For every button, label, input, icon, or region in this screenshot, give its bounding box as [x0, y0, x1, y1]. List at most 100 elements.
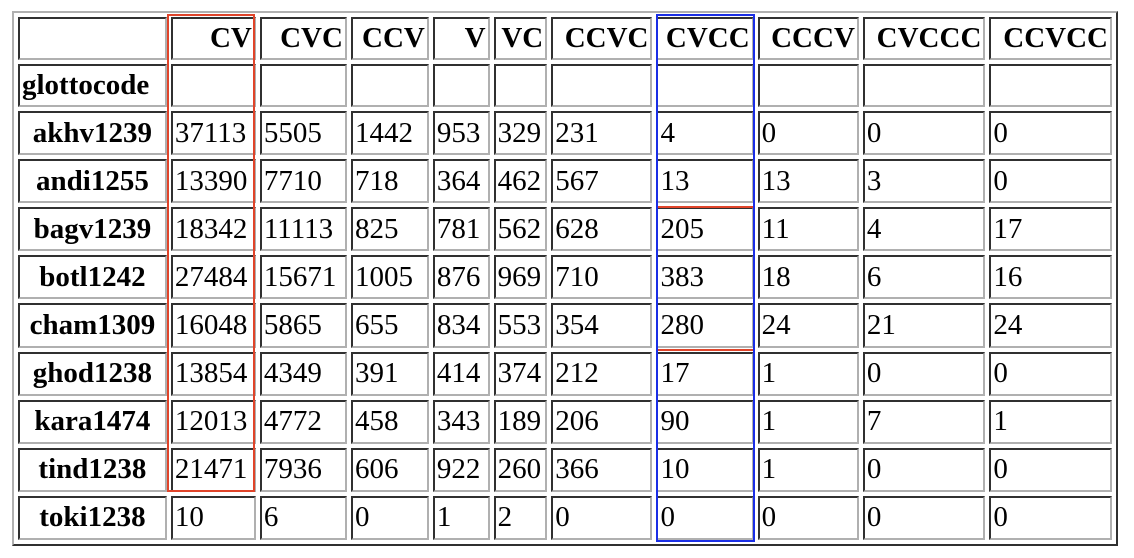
table-cell-cvcc: 205 — [656, 207, 754, 252]
empty-cell — [432, 64, 490, 107]
table-cell-ccvcc: 0 — [989, 159, 1112, 204]
table-cell-cvcc: 4 — [656, 111, 754, 156]
table-cell-vc: 374 — [493, 351, 548, 396]
row-label-glottocode: botl1242 — [18, 255, 167, 300]
table-cell-ccvc: 567 — [551, 159, 653, 204]
table-cell-cv: 12013 — [170, 399, 256, 444]
table-row: akhv1239 37113 5505 1442 953 329 231 4 0 0 0 — [18, 111, 1112, 156]
table-cell-vc: 462 — [493, 159, 548, 204]
table-cell-ccvcc: 0 — [989, 111, 1112, 156]
table-cell-cvcc: 17 — [656, 351, 754, 396]
index-label: glottocode — [18, 64, 167, 107]
empty-cell — [551, 64, 653, 107]
table-cell-vc: 969 — [493, 255, 548, 300]
table-cell-cv: 13390 — [170, 159, 256, 204]
table-cell-cvccc: 0 — [862, 447, 986, 492]
column-header-v: V — [432, 17, 490, 60]
table-cell-cvc: 4349 — [259, 351, 347, 396]
table-cell-cv: 27484 — [170, 255, 256, 300]
table-cell-ccvc: 206 — [551, 399, 653, 444]
empty-cell — [862, 64, 986, 107]
table-cell-cvc: 7936 — [259, 447, 347, 492]
table-cell-cccv: 1 — [757, 351, 859, 396]
syllable-count-table: CV CVC CCV V VC CCVC CVCC CCCV CVCCC CCV… — [12, 11, 1118, 546]
table-cell-cvccc: 0 — [862, 111, 986, 156]
empty-cell — [259, 64, 347, 107]
column-header-ccv: CCV — [350, 17, 429, 60]
table-cell-ccv: 1442 — [350, 111, 429, 156]
table-cell-cvccc: 0 — [862, 351, 986, 396]
table-cell-cvc: 4772 — [259, 399, 347, 444]
table-row: andi1255 13390 7710 718 364 462 567 13 13 3 0 — [18, 159, 1112, 204]
table-cell-cvccc: 4 — [862, 207, 986, 252]
table-cell-v: 876 — [432, 255, 490, 300]
table-cell-vc: 189 — [493, 399, 548, 444]
row-label-glottocode: kara1474 — [18, 399, 167, 444]
table-cell-cvccc: 6 — [862, 255, 986, 300]
table-cell-cvcc: 0 — [656, 495, 754, 540]
column-header-vc: VC — [493, 17, 548, 60]
table-cell-cvcc: 383 — [656, 255, 754, 300]
table-cell-v: 1 — [432, 495, 490, 540]
table-cell-v: 922 — [432, 447, 490, 492]
table-cell-ccv: 0 — [350, 495, 429, 540]
table-cell-cccv: 0 — [757, 495, 859, 540]
table-cell-vc: 2 — [493, 495, 548, 540]
table-cell-ccv: 391 — [350, 351, 429, 396]
table-cell-vc: 329 — [493, 111, 548, 156]
table-cell-v: 364 — [432, 159, 490, 204]
column-header-cccv: CCCV — [757, 17, 859, 60]
column-header-cvc: CVC — [259, 17, 347, 60]
column-header-cv: CV — [170, 17, 256, 60]
table-cell-v: 953 — [432, 111, 490, 156]
table-cell-ccvcc: 1 — [989, 399, 1112, 444]
table-cell-cv: 13854 — [170, 351, 256, 396]
table-cell-cvc: 7710 — [259, 159, 347, 204]
table-row: cham1309 16048 5865 655 834 553 354 280 24 21 24 — [18, 303, 1112, 348]
table-cell-vc: 553 — [493, 303, 548, 348]
table-cell-cv: 16048 — [170, 303, 256, 348]
table-row: bagv1239 18342 11113 825 781 562 628 205 11 4 17 — [18, 207, 1112, 252]
table-cell-cvc: 11113 — [259, 207, 347, 252]
table-cell-v: 414 — [432, 351, 490, 396]
empty-cell — [757, 64, 859, 107]
table-cell-ccvc: 0 — [551, 495, 653, 540]
table-cell-cvccc: 0 — [862, 495, 986, 540]
table-cell-cccv: 13 — [757, 159, 859, 204]
table-cell-cccv: 11 — [757, 207, 859, 252]
row-label-glottocode: akhv1239 — [18, 111, 167, 156]
table-cell-ccvcc: 0 — [989, 495, 1112, 540]
table-cell-ccv: 825 — [350, 207, 429, 252]
row-label-glottocode: andi1255 — [18, 159, 167, 204]
table-cell-ccvcc: 0 — [989, 447, 1112, 492]
header-row: CV CVC CCV V VC CCVC CVCC CCCV CVCCC CCV… — [18, 17, 1112, 60]
table-cell-v: 834 — [432, 303, 490, 348]
table-cell-cv: 21471 — [170, 447, 256, 492]
empty-cell — [656, 64, 754, 107]
table-cell-cvccc: 7 — [862, 399, 986, 444]
table-cell-cv: 10 — [170, 495, 256, 540]
table-cell-v: 781 — [432, 207, 490, 252]
corner-cell — [18, 17, 167, 60]
table-cell-ccvc: 710 — [551, 255, 653, 300]
table-cell-cccv: 18 — [757, 255, 859, 300]
table-cell-cccv: 24 — [757, 303, 859, 348]
table-cell-cvcc: 10 — [656, 447, 754, 492]
table-cell-cccv: 1 — [757, 447, 859, 492]
row-label-glottocode: tind1238 — [18, 447, 167, 492]
table-cell-ccvcc: 0 — [989, 351, 1112, 396]
table-cell-ccvc: 212 — [551, 351, 653, 396]
table-cell-cvccc: 3 — [862, 159, 986, 204]
table-cell-v: 343 — [432, 399, 490, 444]
table-cell-cvccc: 21 — [862, 303, 986, 348]
empty-cell — [989, 64, 1112, 107]
table-cell-cv: 37113 — [170, 111, 256, 156]
table-cell-ccv: 458 — [350, 399, 429, 444]
empty-cell — [170, 64, 256, 107]
index-name-row: glottocode — [18, 64, 1112, 107]
table-cell-ccvc: 628 — [551, 207, 653, 252]
column-header-ccvc: CCVC — [551, 17, 653, 60]
empty-cell — [493, 64, 548, 107]
row-label-glottocode: bagv1239 — [18, 207, 167, 252]
table-row: ghod1238 13854 4349 391 414 374 212 17 1 0 0 — [18, 351, 1112, 396]
